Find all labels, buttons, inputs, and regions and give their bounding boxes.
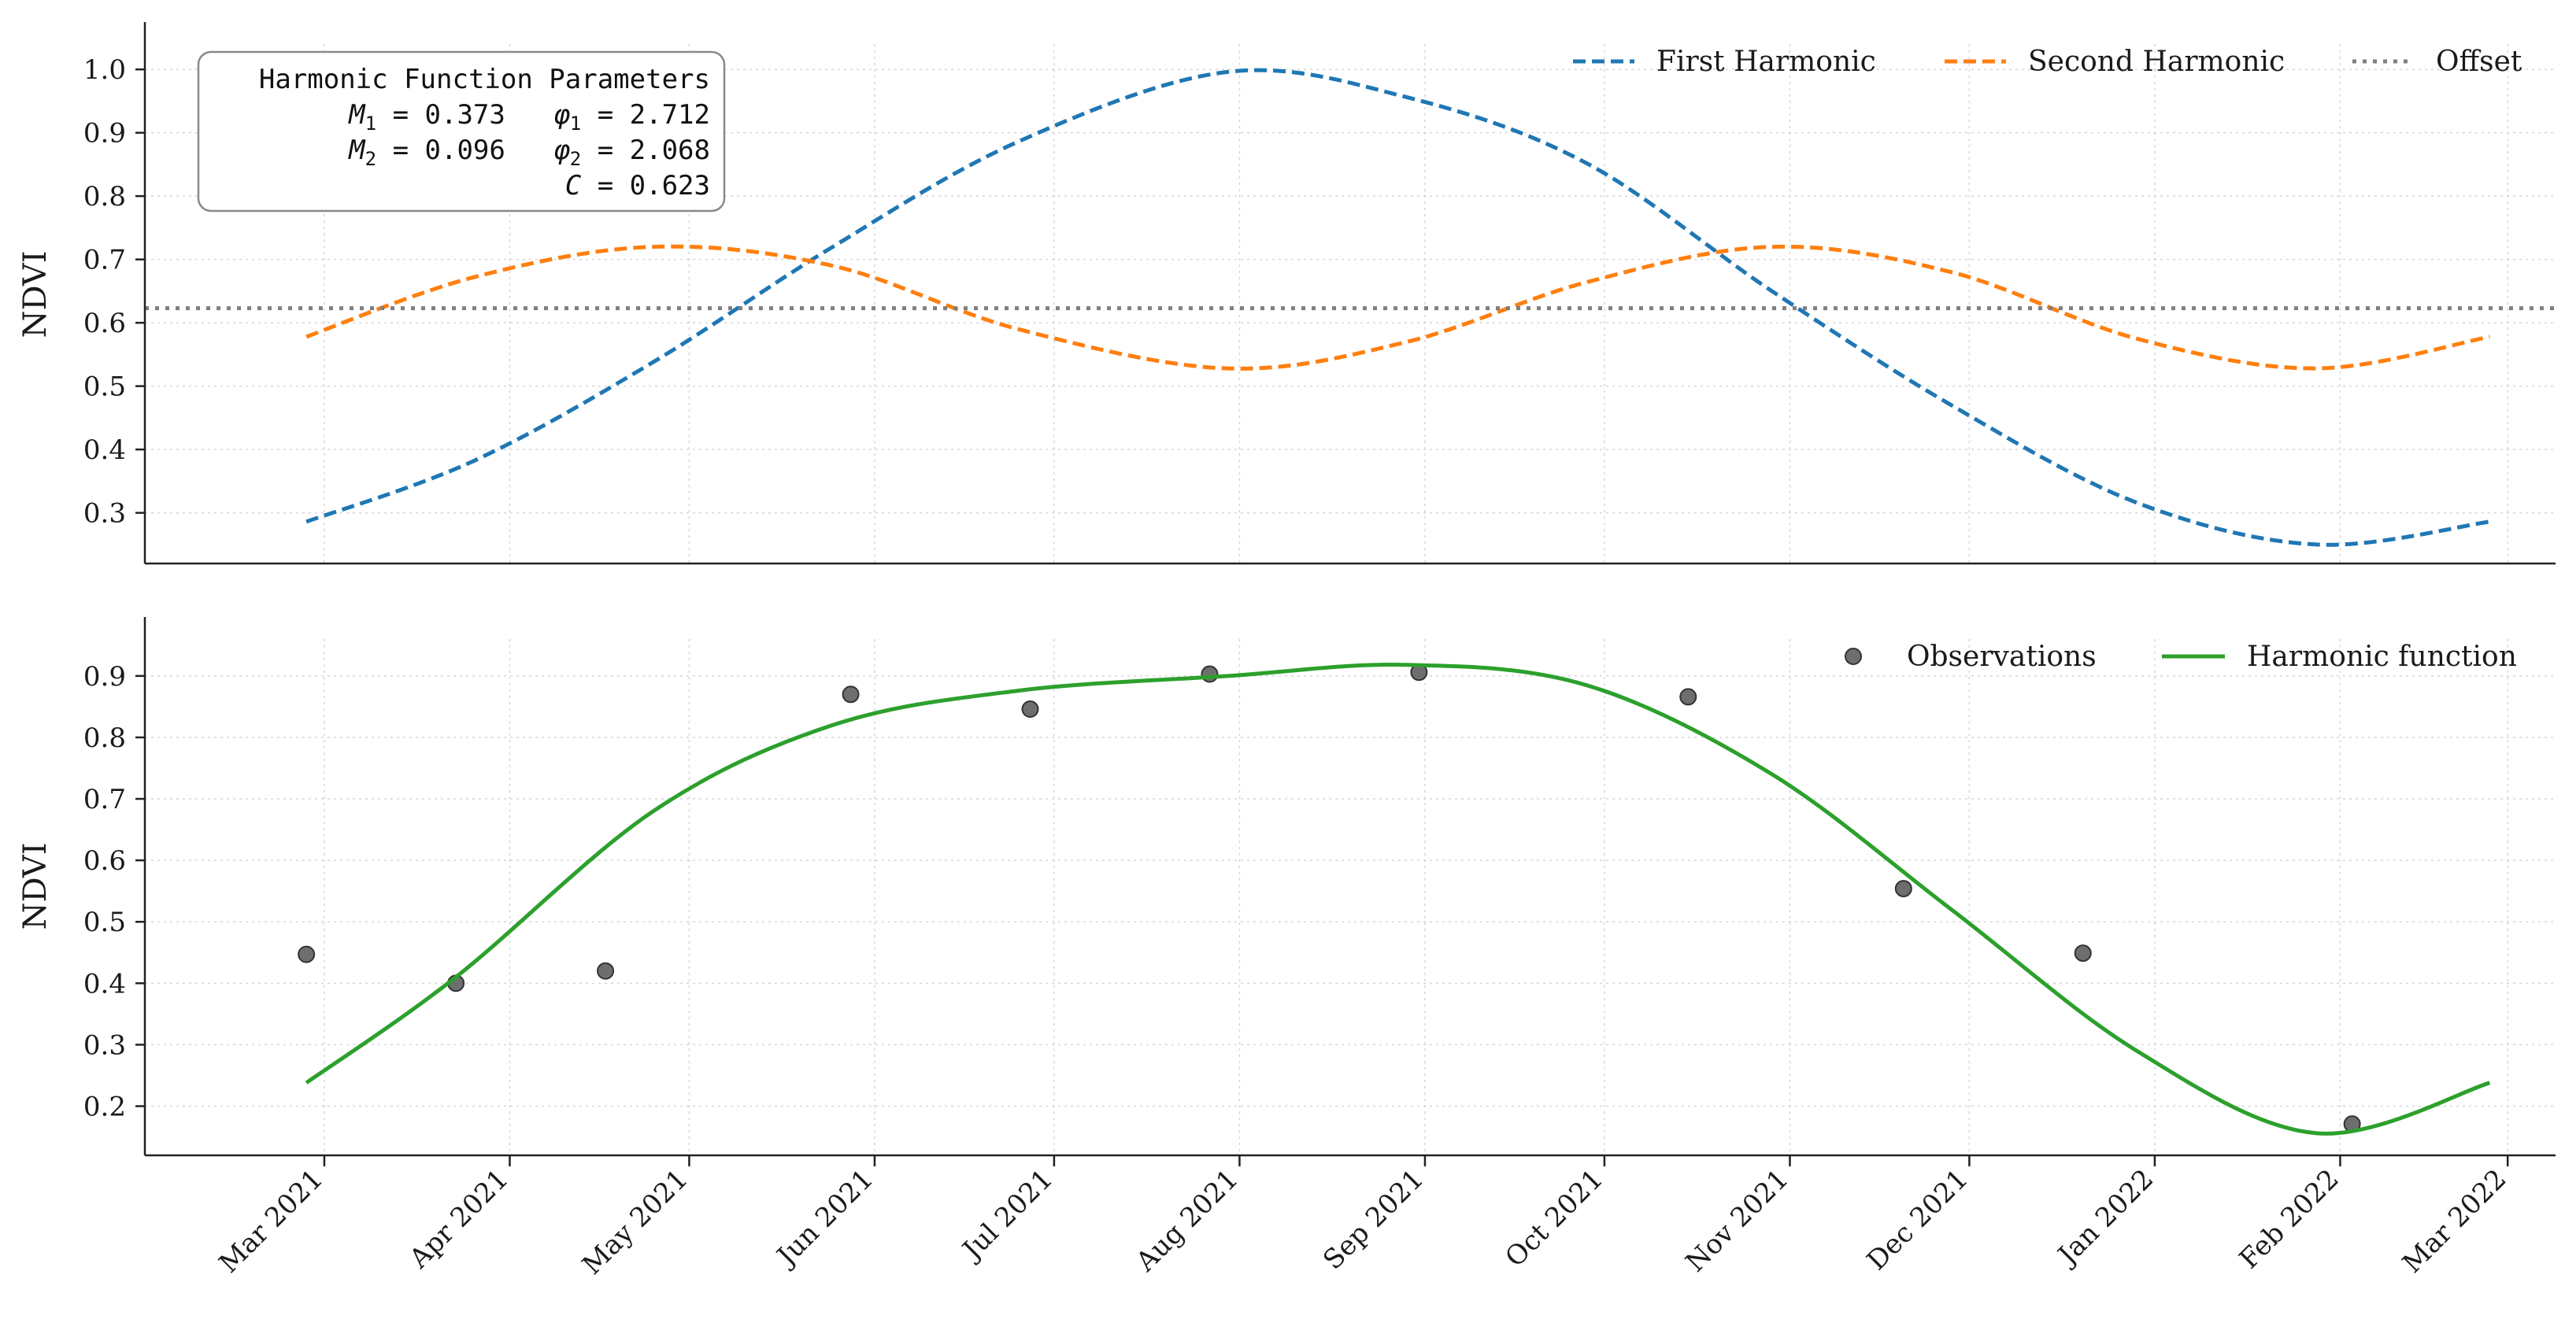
bottom-y-axis-label: NDVI	[17, 842, 54, 929]
bottom-series-observations-point	[1201, 665, 1219, 683]
legend-label-first-harmonic: First Harmonic	[1656, 46, 1876, 78]
legend-label-offset: Offset	[2436, 46, 2522, 78]
bottom-series-observations-point	[2074, 944, 2092, 963]
top-y-tick-label: 0.7	[83, 245, 126, 276]
bottom-y-tick-label: 0.7	[83, 784, 126, 815]
bottom-series-observations-point	[1894, 880, 1912, 898]
legend-label-observations: Observations	[1907, 641, 2097, 673]
bottom-y-tick-label: 0.4	[83, 968, 126, 1000]
bottom-y-tick-label: 0.5	[83, 907, 126, 938]
legend-swatch-observations	[1845, 648, 1862, 665]
param-line-3: C = 0.623	[565, 170, 710, 201]
bottom-series-observations-point	[842, 685, 860, 704]
bottom-grid	[145, 639, 2556, 1155]
bottom-series-observations-point	[1679, 688, 1697, 706]
top-axes: 0.3 0.4 0.5 0.6 0.7 0.8 0.9 1.0	[83, 22, 2556, 565]
legend-label-second-harmonic: Second Harmonic	[2028, 46, 2285, 78]
param-line-2: M2 = 0.096 φ2 = 2.068	[348, 135, 710, 170]
param-line-1: M1 = 0.373 φ1 = 2.712	[348, 99, 710, 135]
top-series-second-harmonic-line	[305, 244, 2490, 371]
bottom-series-observations-point	[1021, 700, 1039, 719]
param-box-title: Harmonic Function Parameters	[259, 64, 710, 95]
top-y-tick-label: 0.6	[83, 308, 126, 339]
bottom-series-harmonic-function-line	[305, 663, 2491, 1136]
bottom-series-observations-point	[298, 945, 316, 963]
bottom-y-tick-label: 0.2	[83, 1092, 126, 1123]
top-y-tick-label: 0.4	[83, 434, 126, 466]
top-y-axis-label: NDVI	[17, 250, 54, 338]
bottom-series	[298, 663, 2491, 1136]
legend-label-harmonic-function: Harmonic function	[2247, 641, 2517, 673]
bottom-y-tick-label: 0.6	[83, 845, 126, 877]
bottom-y-tick-label: 0.9	[83, 661, 126, 693]
top-series-first-harmonic-line	[305, 68, 2490, 547]
top-legend: First Harmonic Second Harmonic Offset	[1573, 46, 2522, 78]
bottom-y-tick-label: 0.8	[83, 722, 126, 754]
top-series	[145, 68, 2556, 547]
top-y-tick-label: 1.0	[83, 54, 126, 86]
top-panel: 0.3 0.4 0.5 0.6 0.7 0.8 0.9 1.0 NDVI Harmonic F…	[17, 22, 2556, 565]
bottom-y-tick-label: 0.3	[83, 1029, 126, 1061]
top-y-tick-label: 0.5	[83, 371, 126, 403]
bottom-series-observations-point	[597, 962, 615, 980]
top-y-tick-label: 0.9	[83, 118, 126, 150]
param-box: Harmonic Function Parameters M1 = 0.373 …	[197, 50, 726, 212]
top-y-tick-label: 0.8	[83, 181, 126, 212]
top-y-tick-label: 0.3	[83, 498, 126, 530]
bottom-legend: Observations Harmonic function	[1845, 641, 2517, 673]
